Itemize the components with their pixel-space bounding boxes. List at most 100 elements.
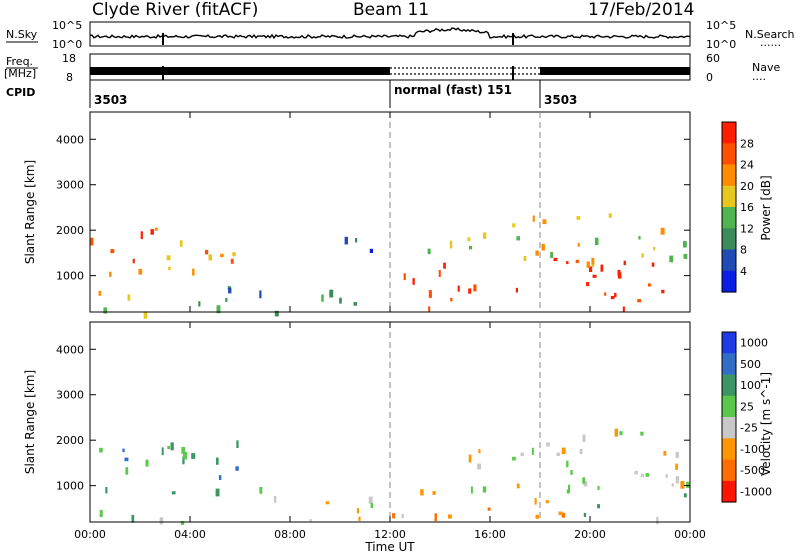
scatter-cell [469, 245, 473, 250]
scatter-cell [619, 431, 623, 436]
colorbar-tick: 12 [740, 222, 754, 235]
x-tick-label: 16:00 [474, 528, 506, 541]
scatter-cell [225, 297, 228, 302]
freq-strip: Freq. [MHz] 18 8 60 0 Nave .... [4, 52, 780, 84]
scatter-cell [614, 428, 618, 437]
colorbar-segment [722, 480, 736, 503]
scatter-cell [215, 488, 220, 497]
colorbar-tick: 500 [740, 358, 761, 371]
scatter-cell [448, 514, 452, 519]
scatter-cell [99, 447, 103, 453]
scatter-cell [105, 487, 108, 494]
scatter-cell [686, 481, 690, 488]
scatter-cell [663, 451, 667, 456]
cpid-row: CPID 3503 normal (fast) 151 3503 [6, 80, 577, 108]
scatter-cell [579, 448, 583, 455]
scatter-cell [661, 289, 665, 294]
scatter-cell [477, 463, 481, 470]
scatter-cell [132, 258, 135, 264]
nave-tick-top: 60 [706, 52, 720, 65]
x-axis-label: Time UT [364, 540, 415, 554]
scatter-cell [558, 511, 563, 516]
scatter-cell [103, 307, 108, 314]
scatter-cell [259, 290, 262, 299]
scatter-cell [589, 266, 593, 272]
scatter-cell [161, 447, 164, 456]
colorbar-tick: 20 [740, 180, 754, 193]
scatter-cell [638, 236, 641, 240]
scatter-cell [623, 260, 626, 266]
scatter-cell [127, 294, 131, 301]
scatter-cell [325, 501, 330, 505]
colorbar-segment [722, 270, 736, 293]
scatter-cell [309, 519, 312, 523]
scatter-cell [183, 452, 187, 460]
velocity-scatter-cells [99, 428, 690, 525]
scatter-cell [617, 269, 621, 276]
colorbar-segment [722, 459, 736, 482]
x-tick-label: 00:00 [74, 528, 106, 541]
colorbar-segment [722, 228, 736, 251]
scatter-cell [566, 261, 569, 265]
velocity-y-ticks: 1000 2000 3000 4000 [56, 343, 690, 493]
scatter-cell [90, 237, 94, 246]
scatter-cell [450, 297, 453, 302]
power-colorbar-label: Power [dB] [759, 175, 773, 240]
scatter-cell [329, 289, 334, 298]
scatter-cell [478, 449, 481, 454]
colorbar-tick: -25 [740, 422, 758, 435]
date-title: 17/Feb/2014 [588, 0, 694, 20]
nsearch-tick-top: 10^5 [706, 19, 736, 32]
colorbar-segment [722, 438, 736, 461]
power-colorbar: 4 8 12 16 20 24 28 [721, 121, 754, 293]
scatter-cell [168, 266, 171, 271]
scatter-cell [179, 240, 183, 247]
nave-tick-bottom: 0 [706, 71, 713, 84]
scatter-cell [274, 310, 279, 317]
scatter-cell [641, 253, 644, 258]
velocity-colorbar: 1000 500 100 25 -25 -100 -500 -1000 [721, 331, 772, 503]
scatter-cell [675, 476, 680, 484]
nsearch-dots: ...... [760, 36, 781, 49]
scatter-cell [339, 297, 342, 304]
scatter-cell [669, 255, 674, 263]
scatter-cell [610, 296, 615, 300]
scatter-cell [482, 232, 487, 239]
nsearch-label: N.Search [745, 28, 795, 41]
scatter-cell [259, 486, 263, 494]
scatter-cell [541, 243, 545, 251]
scatter-cell [159, 517, 164, 525]
scatter-cell [577, 243, 580, 247]
colorbar-segment [722, 122, 736, 144]
colorbar-tick: 1000 [740, 337, 768, 350]
scatter-cell [683, 253, 688, 259]
scatter-cell [205, 249, 209, 255]
colorbar-segment [722, 332, 736, 354]
scatter-cell [640, 431, 644, 436]
scatter-cell [98, 290, 101, 296]
colorbar-segment [722, 374, 736, 397]
scatter-cell [656, 516, 659, 525]
scatter-cell [487, 507, 491, 511]
scatter-cell [344, 236, 348, 245]
x-axis: 00:00 04:00 08:00 12:00 16:00 20:00 00:00 [74, 112, 706, 541]
colorbar-tick: 24 [740, 159, 754, 172]
scatter-cell [432, 491, 436, 495]
scatter-cell [230, 258, 234, 264]
scatter-cell [170, 442, 174, 451]
scatter-cell [192, 268, 195, 276]
scatter-cell [208, 254, 212, 261]
scatter-cell [401, 514, 404, 519]
scatter-cell [534, 498, 537, 505]
cpid-segment-1: 3503 [94, 93, 127, 107]
scatter-cell [512, 223, 516, 228]
scatter-cell [124, 457, 129, 462]
scatter-cell [403, 273, 406, 281]
scatter-cell [110, 249, 115, 254]
colorbar-tick: 16 [740, 201, 754, 214]
scatter-cell [353, 302, 357, 306]
colorbar-segment [722, 164, 736, 187]
colorbar-segment [722, 417, 736, 439]
scatter-cell [597, 504, 600, 509]
scatter-cell [651, 262, 655, 267]
